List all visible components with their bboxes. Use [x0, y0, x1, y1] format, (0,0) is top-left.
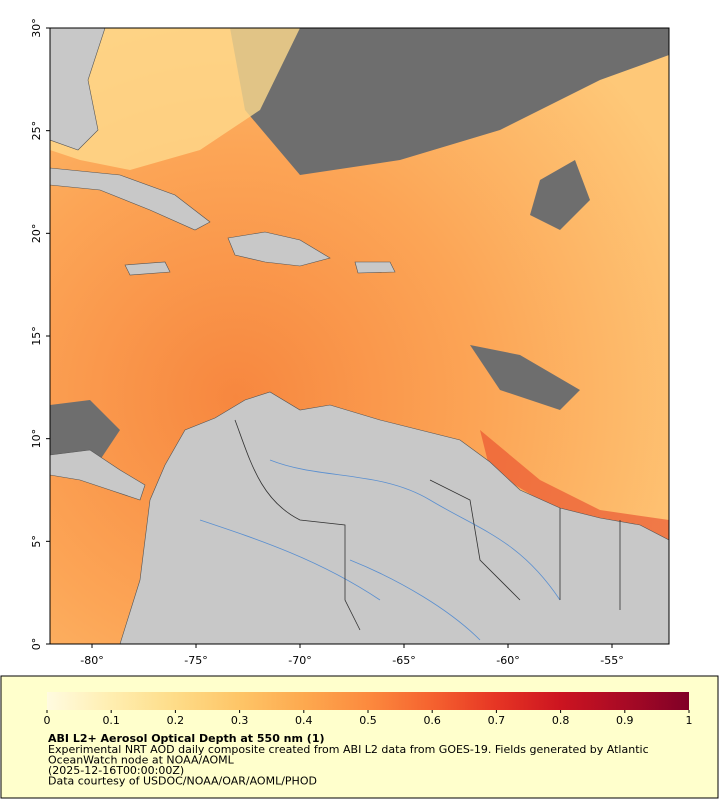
map: [50, 28, 669, 644]
land: [50, 28, 669, 644]
colorbar: 0 0.1 0.2 0.3 0.4 0.5 0.6 0.7 0.8 0.9 1: [44, 692, 693, 727]
x-tick-label: -65°: [392, 654, 415, 667]
caption-line: Experimental NRT AOD daily composite cre…: [48, 743, 649, 756]
x-tick-label: -80°: [80, 654, 103, 667]
y-tick-label: 20°: [30, 224, 43, 244]
y-tick-label: 5°: [30, 535, 43, 548]
colorbar-tick-label: 0.2: [167, 714, 185, 727]
x-tick-label: -60°: [496, 654, 519, 667]
x-tick-label: -55°: [600, 654, 623, 667]
no-data-patch: [470, 345, 580, 410]
caption-line: (2025-12-16T00:00:00Z): [48, 764, 184, 777]
no-data-patch: [50, 400, 120, 462]
colorbar-tick-label: 0.5: [359, 714, 377, 727]
colorbar-tick-label: 0: [44, 714, 51, 727]
no-data-patch: [530, 160, 590, 230]
caption-line: Data courtesy of USDOC/NOAA/OAR/AOML/PHO…: [48, 775, 317, 788]
caption: Experimental NRT AOD daily composite cre…: [48, 743, 649, 788]
rivers: [199, 459, 561, 641]
colorbar-tick-label: 0.3: [231, 714, 249, 727]
colorbar-tick-label: 0.1: [102, 714, 120, 727]
y-tick-label: 15°: [30, 326, 43, 346]
colorbar-scale: [47, 692, 689, 710]
colorbar-tick-label: 1: [686, 714, 693, 727]
aod-clouds: [50, 28, 300, 170]
x-tick-label: -70°: [288, 654, 311, 667]
colorbar-tick-label: 0.9: [616, 714, 634, 727]
y-tick-label: 30°: [30, 18, 43, 38]
y-tick-label: 0°: [30, 638, 43, 651]
borders: [234, 419, 621, 631]
colorbar-tick-label: 0.7: [488, 714, 506, 727]
x-tick-label: -75°: [184, 654, 207, 667]
colorbar-tick-label: 0.4: [295, 714, 313, 727]
caption-line: OceanWatch node at NOAA/AOML: [48, 754, 235, 767]
y-tick-label: 25°: [30, 121, 43, 141]
colorbar-tick-label: 0.8: [552, 714, 570, 727]
caption-title: ABI L2+ Aerosol Optical Depth at 550 nm …: [48, 732, 325, 745]
colorbar-tick-label: 0.6: [423, 714, 441, 727]
y-tick-label: 10°: [30, 429, 43, 449]
axes: -80° -75° -70° -65° -60° -55° 0° 5° 10° 15° 20° 25°…: [30, 18, 624, 667]
aod-high: [480, 430, 669, 540]
